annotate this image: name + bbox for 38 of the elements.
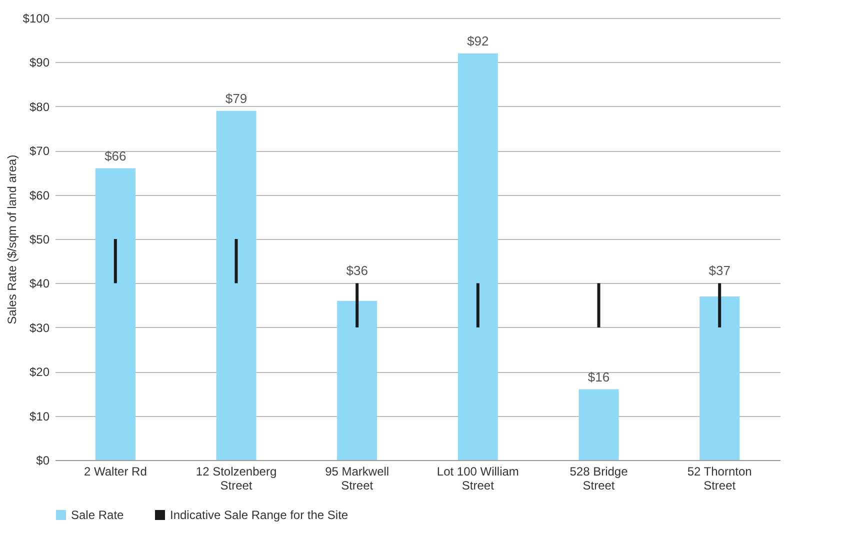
y-axis-title: Sales Rate ($/sqm of land area) — [4, 154, 19, 324]
x-tick-label: 2 Walter Rd — [84, 464, 147, 478]
data-label: $79 — [225, 90, 248, 106]
y-tick-label: $60 — [29, 188, 50, 202]
data-label: $36 — [346, 263, 368, 278]
bar — [700, 296, 740, 460]
y-tick-label: $80 — [29, 100, 50, 114]
bar — [578, 389, 619, 460]
x-tick-label: 12 Stolzenberg Street — [196, 464, 277, 492]
y-tick-label: $20 — [29, 365, 50, 380]
y-tick-label: $0 — [36, 454, 50, 468]
x-tick-label: Lot 100 William Street — [436, 464, 519, 492]
x-tick-label: 52 Thornton Street — [687, 464, 752, 492]
bar — [597, 283, 600, 328]
y-tick-label: $50 — [29, 232, 50, 246]
bar — [114, 239, 117, 284]
bar — [458, 53, 498, 460]
bar — [718, 283, 722, 328]
y-tick-label: $70 — [29, 144, 50, 158]
x-tick-label: 528 Bridge Street — [570, 464, 628, 492]
y-tick-label: $90 — [29, 56, 50, 70]
y-tick-label: $10 — [29, 409, 50, 424]
data-label: $16 — [588, 369, 610, 384]
y-tick-label: $40 — [29, 276, 50, 291]
data-label: $37 — [708, 263, 730, 278]
bar — [476, 283, 480, 328]
legend-label: Sale Rate — [71, 508, 124, 522]
data-label: $92 — [467, 33, 489, 48]
bar — [356, 283, 359, 328]
legend-label: Indicative Sale Range for the Site — [170, 508, 348, 522]
bar — [95, 168, 136, 460]
data-label: $66 — [104, 148, 126, 164]
bar — [337, 300, 378, 460]
y-tick-label: $100 — [22, 12, 50, 26]
x-tick-label: 95 Markwell Street — [325, 464, 390, 492]
bar — [234, 239, 238, 284]
y-tick-label: $30 — [29, 320, 50, 335]
bar — [216, 110, 256, 460]
